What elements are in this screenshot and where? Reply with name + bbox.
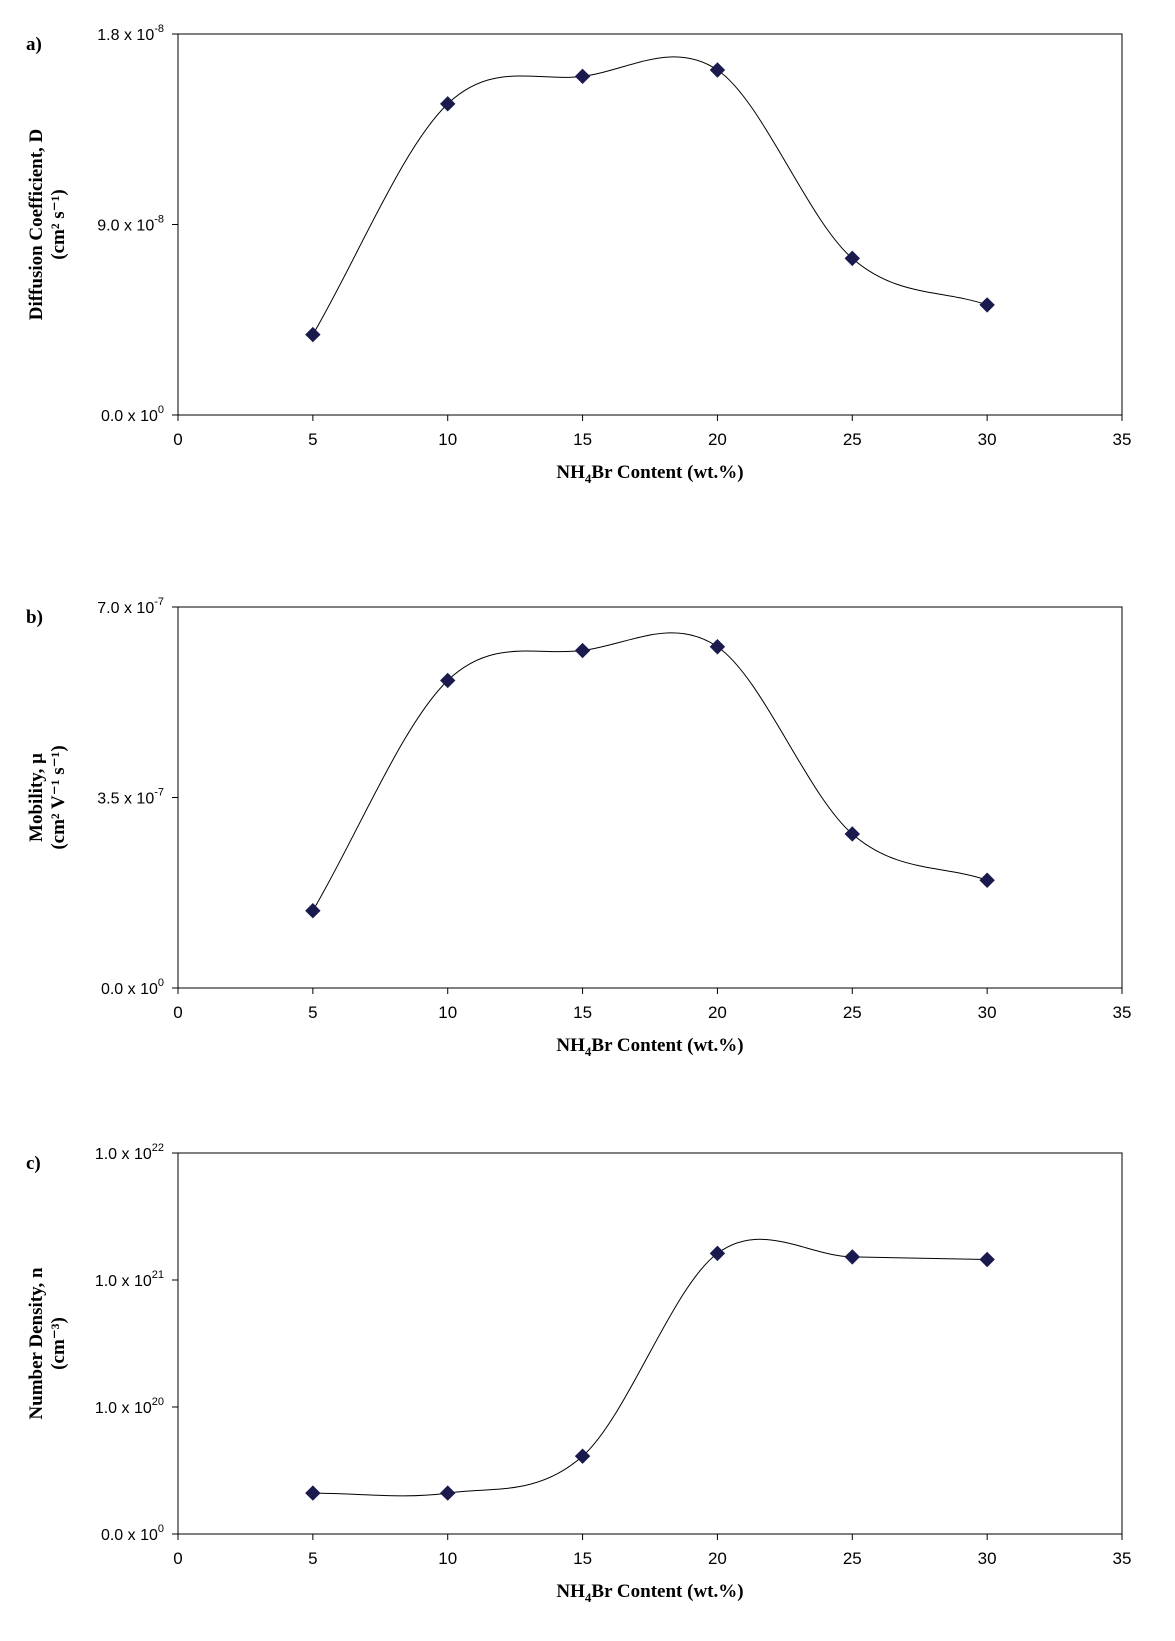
x-tick-label: 10: [438, 1003, 457, 1022]
x-tick-label: 15: [573, 430, 592, 449]
data-point: [979, 872, 995, 888]
y-tick-label: 7.0 x 10-7: [97, 596, 164, 617]
x-tick-label: 20: [708, 1003, 727, 1022]
x-tick-label: 15: [573, 1003, 592, 1022]
x-tick-label: 30: [978, 1003, 997, 1022]
plot-frame: [177, 606, 1123, 989]
y-tick-label: 1.0 x 1021: [95, 1269, 164, 1290]
plot-frame: [177, 1152, 1123, 1535]
data-point: [979, 1251, 995, 1268]
data-point: [844, 250, 860, 267]
x-tick-label: 5: [308, 1003, 317, 1022]
data-point: [440, 1485, 456, 1501]
data-point: [440, 96, 456, 112]
x-tick-label: 20: [708, 430, 727, 449]
chart-panel-b: 0 5 10 15 20 25 30 35 0.0 x 100 3.5 x 10-7 7.0 x 1…: [26, 596, 1131, 1059]
y-tick-label: 0.0 x 100: [101, 404, 164, 425]
y-axis-units: (cm² V⁻¹ s⁻¹): [48, 745, 69, 849]
x-tick-label: 5: [308, 430, 317, 449]
plot-frame: [177, 33, 1123, 416]
data-point: [709, 639, 726, 655]
data-point: [305, 903, 321, 919]
x-tick-label: 0: [173, 1003, 182, 1022]
y-axis-title: Number Density, n: [26, 1267, 47, 1420]
x-tick-label: 35: [1113, 1003, 1132, 1022]
x-tick-label: 35: [1113, 1549, 1132, 1568]
x-tick-label: 10: [438, 430, 457, 449]
data-point: [709, 62, 726, 78]
y-axis-title: Diffusion Coefficient, D: [26, 129, 47, 321]
x-tick-label: 20: [708, 1549, 727, 1568]
x-tick-label: 0: [173, 1549, 182, 1568]
x-tick-label: 25: [843, 1549, 862, 1568]
x-axis-title: NH4Br Content (wt.%): [556, 1581, 743, 1605]
data-point: [305, 1485, 321, 1501]
x-tick-label: 25: [843, 430, 862, 449]
series-line: [312, 56, 988, 335]
series-line: [312, 632, 988, 911]
x-tick-label: 30: [978, 430, 997, 449]
data-point: [574, 68, 591, 85]
x-tick-label: 35: [1113, 430, 1132, 449]
y-tick-label: 1.0 x 1022: [95, 1142, 164, 1163]
panel-label: c): [26, 1153, 41, 1174]
data-point: [440, 672, 456, 689]
data-point: [305, 326, 321, 343]
x-tick-label: 15: [573, 1549, 592, 1568]
chart-panel-a: 0 5 10 15 20 25 30 35 0.0 x 100 9.0 x 10-8 1.8 x 1…: [26, 23, 1131, 486]
y-tick-label: 0.0 x 100: [101, 977, 164, 998]
y-axis-units: (cm² s⁻¹): [48, 189, 69, 259]
data-point: [844, 826, 860, 842]
x-tick-label: 0: [173, 430, 182, 449]
y-tick-label: 9.0 x 10-8: [97, 214, 164, 235]
chart-panel-c: 0 5 10 15 20 25 30 35 0.0 x 100 1.0 x 1020 1.0 x 1…: [26, 1142, 1131, 1605]
x-tick-label: 25: [843, 1003, 862, 1022]
series-line: [312, 1238, 988, 1497]
panel-label: b): [26, 607, 43, 628]
x-axis-title: NH4Br Content (wt.%): [556, 462, 743, 486]
y-tick-label: 0.0 x 100: [101, 1523, 164, 1544]
data-point: [574, 1448, 591, 1464]
data-point: [574, 642, 591, 659]
x-tick-label: 30: [978, 1549, 997, 1568]
data-point: [979, 297, 995, 313]
x-tick-label: 5: [308, 1549, 317, 1568]
y-axis-title: Mobility, μ: [26, 753, 47, 842]
y-tick-label: 3.5 x 10-7: [97, 787, 164, 808]
y-tick-label: 1.0 x 1020: [95, 1396, 164, 1417]
x-tick-label: 10: [438, 1549, 457, 1568]
data-point: [844, 1249, 860, 1265]
data-point: [709, 1245, 726, 1262]
y-axis-units: (cm⁻³): [48, 1317, 69, 1370]
panel-label: a): [26, 34, 42, 55]
y-tick-label: 1.8 x 10-8: [97, 23, 164, 44]
x-axis-title: NH4Br Content (wt.%): [556, 1035, 743, 1059]
